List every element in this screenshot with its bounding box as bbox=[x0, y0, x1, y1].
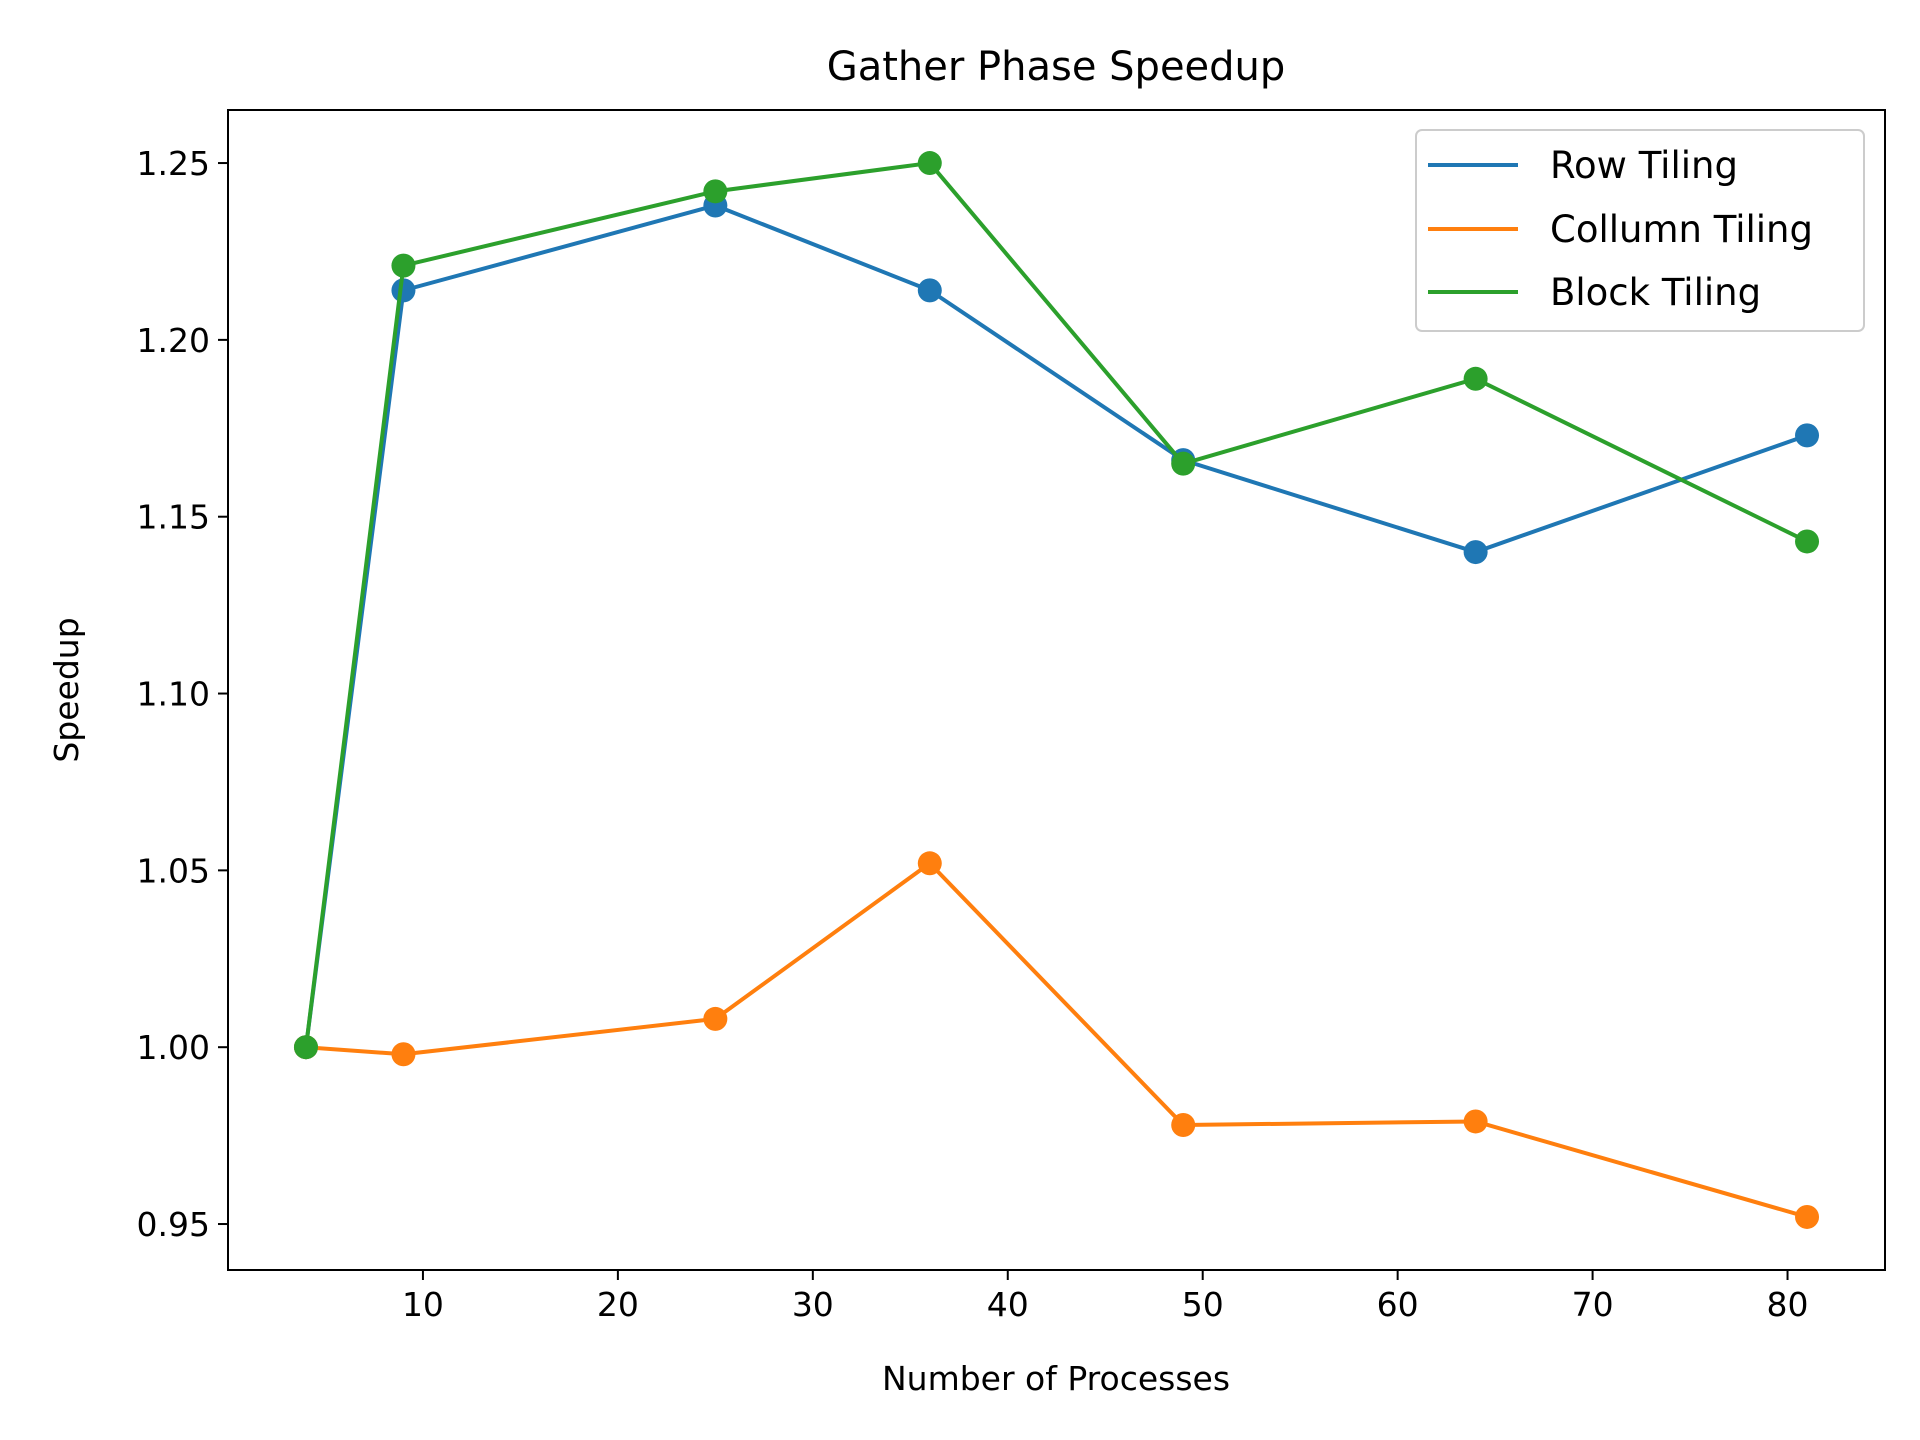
y-axis-title: Speedup bbox=[47, 617, 86, 762]
data-point-collumn-tiling bbox=[703, 1006, 728, 1031]
y-tick-label: 1.00 bbox=[137, 1028, 210, 1067]
x-tick-label: 60 bbox=[1377, 1285, 1419, 1324]
plot-area bbox=[227, 109, 1886, 1271]
data-point-row-tiling bbox=[917, 278, 942, 303]
data-point-collumn-tiling bbox=[1795, 1204, 1820, 1229]
data-point-collumn-tiling bbox=[917, 851, 942, 876]
data-point-collumn-tiling bbox=[391, 1042, 416, 1067]
y-tick-label: 1.25 bbox=[137, 144, 210, 183]
data-point-block-tiling bbox=[1795, 529, 1820, 554]
data-point-block-tiling bbox=[917, 151, 942, 176]
x-tick-label: 30 bbox=[792, 1285, 834, 1324]
y-axis: 0.95 1.00 1.05 1.10 1.15 1.20 1.25 bbox=[137, 144, 228, 1244]
x-axis: 10 20 30 40 50 60 70 80 bbox=[402, 1270, 1809, 1324]
x-tick-label: 50 bbox=[1182, 1285, 1224, 1324]
plot-frame bbox=[227, 109, 1886, 1271]
data-point-block-tiling bbox=[293, 1035, 318, 1060]
legend-label-block-tiling: Block Tiling bbox=[1550, 271, 1761, 314]
legend-label-collumn-tiling: Collumn Tiling bbox=[1550, 208, 1813, 251]
x-tick-label: 20 bbox=[597, 1285, 639, 1324]
y-tick-label: 1.05 bbox=[137, 851, 210, 890]
y-tick-label: 1.10 bbox=[137, 675, 210, 714]
series-layer bbox=[293, 151, 1820, 1229]
y-tick-label: 1.15 bbox=[137, 498, 210, 537]
x-tick-label: 40 bbox=[987, 1285, 1029, 1324]
x-tick-label: 10 bbox=[402, 1285, 444, 1324]
y-tick-label: 0.95 bbox=[137, 1205, 210, 1244]
series-block-tiling bbox=[293, 151, 1820, 1060]
data-point-row-tiling bbox=[1463, 540, 1488, 565]
y-tick-label: 1.20 bbox=[137, 321, 210, 360]
chart-title: Gather Phase Speedup bbox=[827, 44, 1286, 90]
legend-frame bbox=[1415, 129, 1865, 332]
x-tick-label: 80 bbox=[1767, 1285, 1809, 1324]
data-point-block-tiling bbox=[391, 253, 416, 278]
legend-label-row-tiling: Row Tiling bbox=[1550, 144, 1738, 187]
data-point-collumn-tiling bbox=[1463, 1109, 1488, 1134]
x-axis-title: Number of Processes bbox=[882, 1359, 1230, 1398]
data-point-row-tiling bbox=[1795, 423, 1820, 448]
data-point-block-tiling bbox=[1171, 451, 1196, 476]
data-point-collumn-tiling bbox=[1171, 1113, 1196, 1137]
x-tick-label: 70 bbox=[1572, 1285, 1614, 1324]
legend: Row Tiling Collumn Tiling Block Tiling bbox=[1415, 129, 1865, 332]
data-point-block-tiling bbox=[703, 179, 728, 204]
data-point-block-tiling bbox=[1463, 366, 1488, 391]
data-point-row-tiling bbox=[391, 278, 416, 303]
